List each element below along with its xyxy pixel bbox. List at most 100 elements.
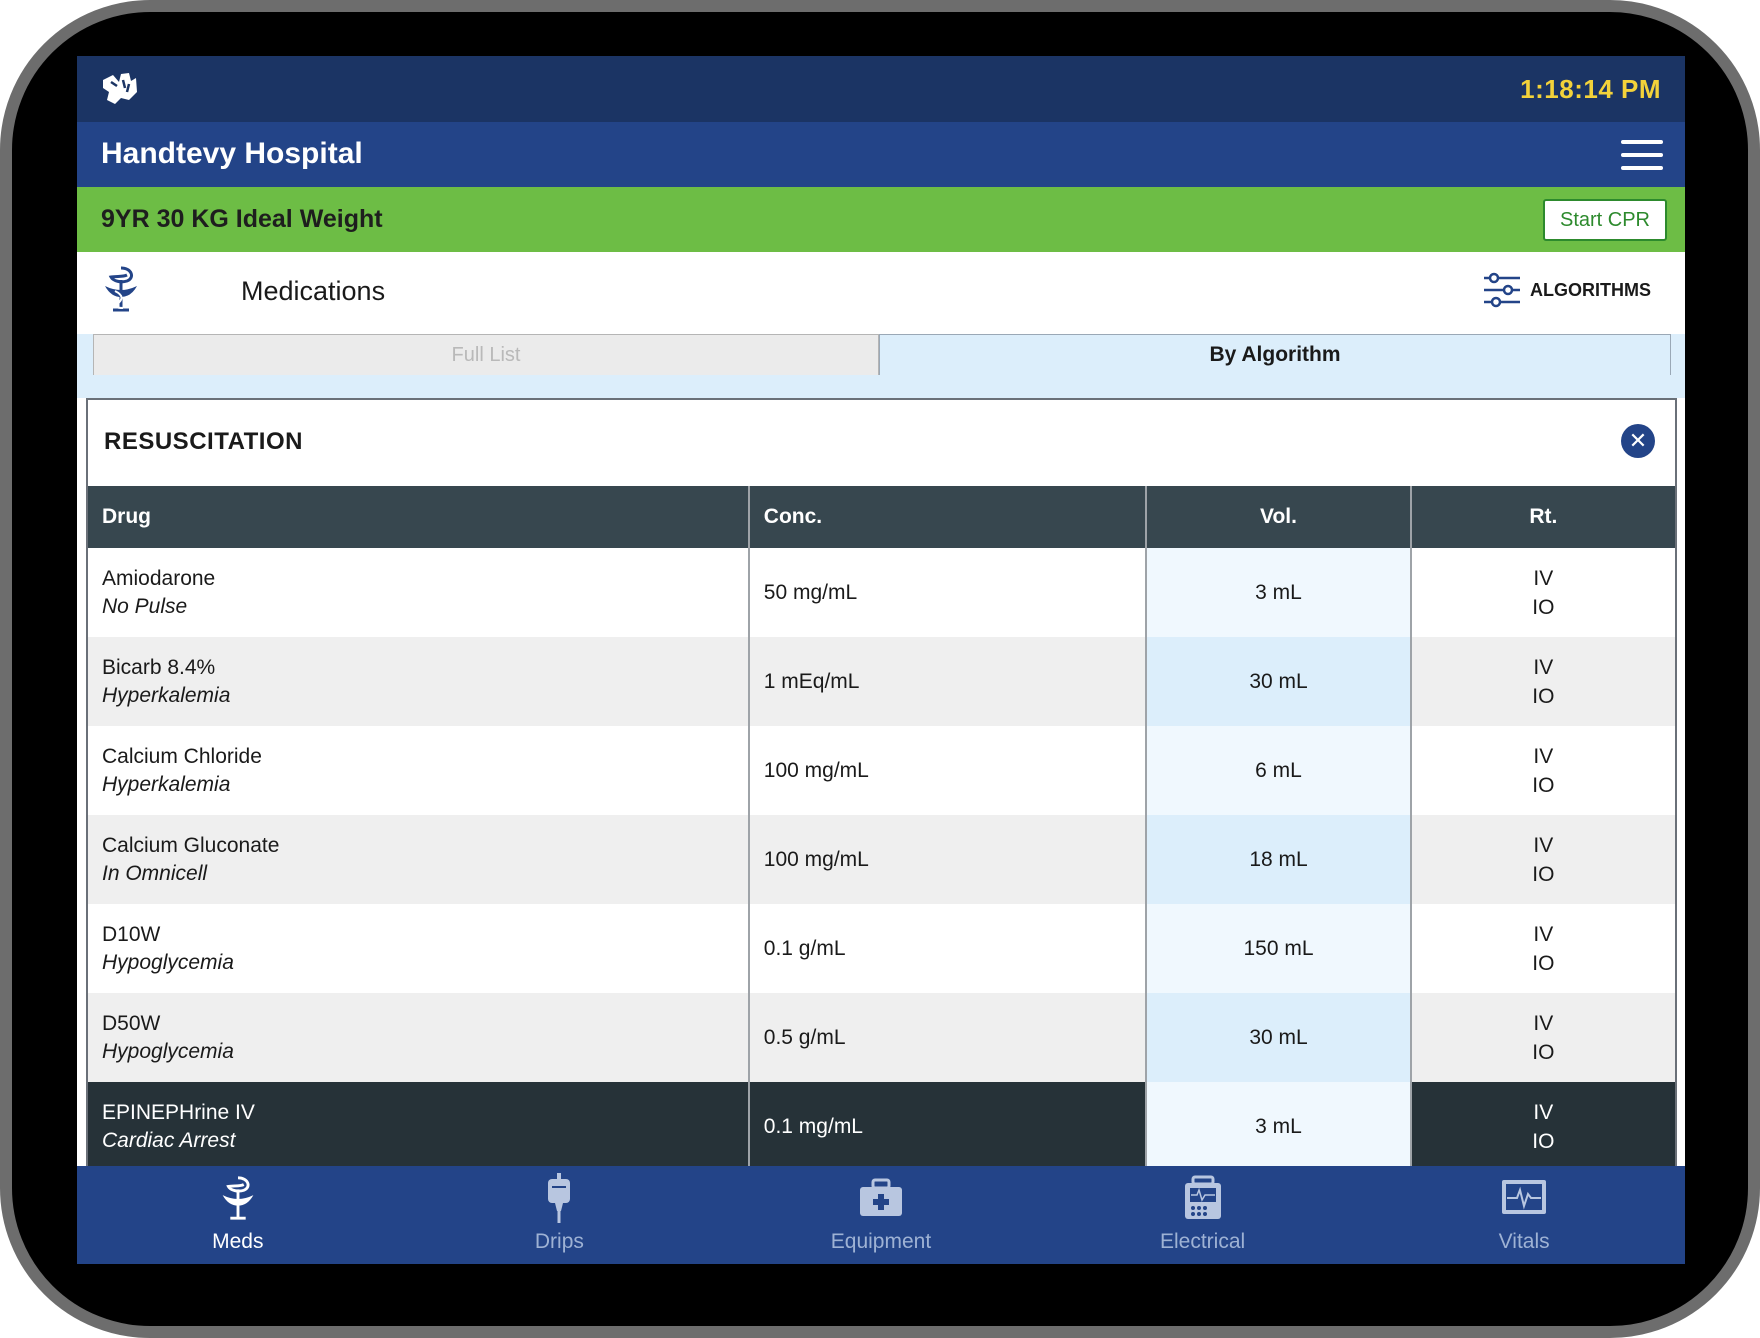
nav-label: Drips [534,1230,584,1253]
route-cell: IV IO [1409,548,1675,637]
drug-indication: No Pulse [102,594,188,618]
drug-name: Bicarb 8.4% [102,655,216,679]
volume-cell: 30 mL [1145,637,1411,726]
concentration-cell: 100 mg/mL [747,726,1147,815]
route-label: IO [1532,773,1555,797]
tab-full-list[interactable]: Full List [93,334,879,375]
clock-time: 1:18:14 PM [1520,74,1661,104]
medications-title: Medications [241,276,386,306]
nav-label: Meds [212,1230,264,1253]
route-label: IV [1533,833,1554,857]
drug-name: Calcium Gluconate [102,833,280,857]
route-label: IV [1533,922,1554,946]
table-row[interactable]: Bicarb 8.4% Hyperkalemia 1 mEq/mL 30 mL I… [88,637,1675,726]
drug-name: Calcium Chloride [102,744,262,768]
column-header-vol: Vol. [1145,486,1411,548]
nav-label: Electrical [1159,1230,1246,1253]
drug-name: EPINEPHrine IV [102,1100,255,1124]
table-row[interactable]: D10W Hypoglycemia 0.1 g/mL 150 mL IV IO [88,904,1675,993]
route-label: IV [1533,1100,1554,1124]
concentration-cell: 100 mg/mL [747,815,1147,904]
algorithms-label: ALGORITHMS [1530,279,1651,300]
nav-label: Equipment [830,1230,932,1253]
volume-cell: 150 mL [1145,904,1411,993]
section-title: RESUSCITATION [104,428,303,455]
hamburger-menu-icon[interactable] [1621,140,1663,170]
drug-indication: Hyperkalemia [102,683,231,707]
drug-cell: Bicarb 8.4% Hyperkalemia [88,637,749,726]
route-label: IO [1532,1129,1555,1153]
volume-cell: 30 mL [1145,993,1411,1082]
status-bar: 1:18:14 PM [77,56,1685,122]
route-label: IV [1533,744,1554,768]
nav-equipment[interactable]: Equipment [720,1166,1042,1264]
table-row[interactable]: D50W Hypoglycemia 0.5 g/mL 30 mL IV IO [88,993,1675,1082]
medication-table: Drug Conc. Vol. Rt. Amiodarone No Pulse 5… [88,486,1675,1171]
drug-name: D50W [102,1011,161,1035]
table-row[interactable]: EPINEPHrine IV Cardiac Arrest 0.1 mg/mL 3… [88,1082,1675,1171]
hospital-name: Handtevy Hospital [101,137,363,170]
table-header-row: Drug Conc. Vol. Rt. [88,486,1675,548]
route-label: IV [1533,1011,1554,1035]
start-cpr-button[interactable]: Start CPR [1543,199,1667,241]
drug-cell: Amiodarone No Pulse [88,548,749,637]
nav-drips[interactable]: Drips [399,1166,721,1264]
route-cell: IV IO [1409,637,1675,726]
volume-cell: 3 mL [1145,1082,1411,1171]
table-row[interactable]: Calcium Gluconate In Omnicell 100 mg/mL 1… [88,815,1675,904]
nav-vitals[interactable]: Vitals [1363,1166,1685,1264]
nav-label: Vitals [1498,1230,1550,1253]
drug-cell: EPINEPHrine IV Cardiac Arrest [88,1082,749,1171]
drug-name: D10W [102,922,161,946]
concentration-cell: 0.1 g/mL [747,904,1147,993]
drug-indication: In Omnicell [102,861,208,885]
route-label: IO [1532,862,1555,886]
drug-indication: Hyperkalemia [102,772,231,796]
caduceus-icon [105,266,137,312]
column-header-drug: Drug [88,486,749,548]
nav-meds[interactable]: Meds [77,1166,399,1264]
tab-by-algorithm[interactable]: By Algorithm [879,334,1671,375]
algorithms-button[interactable]: ALGORITHMS [1482,270,1651,310]
route-label: IO [1532,684,1555,708]
column-header-route: Rt. [1409,486,1675,548]
concentration-cell: 1 mEq/mL [747,637,1147,726]
route-cell: IV IO [1409,1082,1675,1171]
drug-indication: Hypoglycemia [102,1039,234,1063]
concentration-cell: 0.5 g/mL [747,993,1147,1082]
route-cell: IV IO [1409,815,1675,904]
resuscitation-panel: RESUSCITATION ✕ Drug Conc. Vol. Rt. Amio… [86,398,1677,1264]
route-label: IO [1532,1040,1555,1064]
medications-header: Medications ALGORITHMS [77,252,1685,334]
route-cell: IV IO [1409,726,1675,815]
drug-cell: D10W Hypoglycemia [88,904,749,993]
patient-summary: 9YR 30 KG Ideal Weight [101,205,383,233]
medical-kit-icon [859,1178,902,1216]
route-label: IV [1533,566,1554,590]
title-bar: Handtevy Hospital [77,122,1685,187]
volume-cell: 18 mL [1145,815,1411,904]
route-label: IO [1532,951,1555,975]
volume-cell: 6 mL [1145,726,1411,815]
table-row[interactable]: Calcium Chloride Hyperkalemia 100 mg/mL 6… [88,726,1675,815]
route-cell: IV IO [1409,993,1675,1082]
volume-cell: 3 mL [1145,548,1411,637]
close-icon[interactable]: ✕ [1621,424,1655,458]
drug-cell: Calcium Gluconate In Omnicell [88,815,749,904]
defibrillator-icon [1184,1175,1221,1219]
nav-electrical[interactable]: Electrical [1042,1166,1364,1264]
iv-bag-icon [548,1173,571,1223]
tab-strip: Full List By Algorithm [77,334,1685,398]
route-label: IV [1533,655,1554,679]
monitor-icon [1502,1180,1547,1214]
concentration-cell: 50 mg/mL [747,548,1147,637]
route-label: IO [1532,595,1555,619]
drug-indication: Cardiac Arrest [102,1128,236,1152]
concentration-cell: 0.1 mg/mL [747,1082,1147,1171]
table-row[interactable]: Amiodarone No Pulse 50 mg/mL 3 mL IV IO [88,548,1675,637]
patient-bar: 9YR 30 KG Ideal Weight Start CPR [77,187,1685,252]
route-cell: IV IO [1409,904,1675,993]
app-screen: 1:18:14 PM Handtevy Hospital 9YR 30 KG I… [77,56,1685,1264]
drug-name: Amiodarone [102,566,216,590]
bottom-nav: Meds Drips [77,1166,1685,1264]
